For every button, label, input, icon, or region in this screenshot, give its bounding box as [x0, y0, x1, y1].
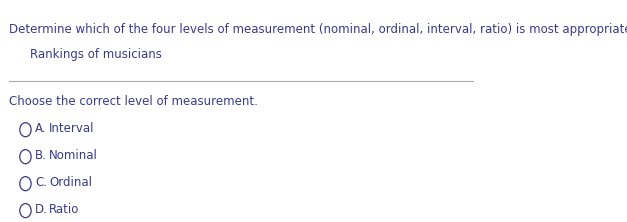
Text: Rankings of musicians: Rankings of musicians [30, 48, 162, 61]
Text: D.: D. [35, 203, 48, 216]
Text: C.: C. [35, 176, 47, 189]
Text: B.: B. [35, 149, 47, 163]
Text: Ratio: Ratio [49, 203, 80, 216]
Text: Interval: Interval [49, 123, 95, 135]
Text: Choose the correct level of measurement.: Choose the correct level of measurement. [9, 95, 258, 109]
Text: Ordinal: Ordinal [49, 176, 92, 189]
Text: Determine which of the four levels of measurement (nominal, ordinal, interval, r: Determine which of the four levels of me… [9, 23, 627, 36]
Text: A.: A. [35, 123, 46, 135]
Text: Nominal: Nominal [49, 149, 98, 163]
